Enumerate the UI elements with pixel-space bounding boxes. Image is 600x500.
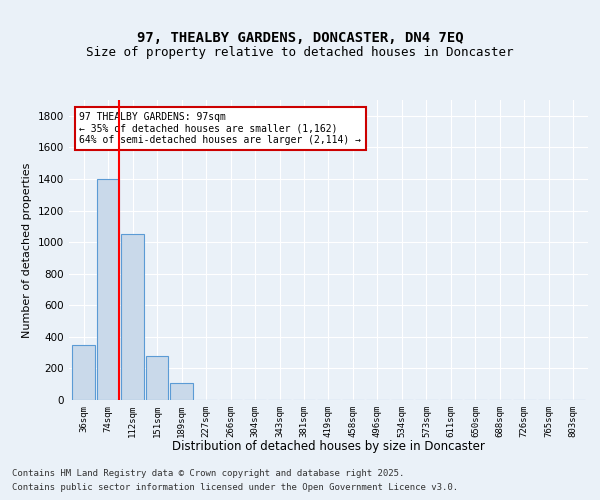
Text: 97, THEALBY GARDENS, DONCASTER, DN4 7EQ: 97, THEALBY GARDENS, DONCASTER, DN4 7EQ (137, 30, 463, 44)
Text: Contains public sector information licensed under the Open Government Licence v3: Contains public sector information licen… (12, 484, 458, 492)
X-axis label: Distribution of detached houses by size in Doncaster: Distribution of detached houses by size … (172, 440, 485, 453)
Text: 97 THEALBY GARDENS: 97sqm
← 35% of detached houses are smaller (1,162)
64% of se: 97 THEALBY GARDENS: 97sqm ← 35% of detac… (79, 112, 361, 145)
Text: Contains HM Land Registry data © Crown copyright and database right 2025.: Contains HM Land Registry data © Crown c… (12, 468, 404, 477)
Text: Size of property relative to detached houses in Doncaster: Size of property relative to detached ho… (86, 46, 514, 59)
Bar (73, 344, 95, 400)
Bar (170, 382, 193, 400)
Bar (146, 356, 169, 400)
Y-axis label: Number of detached properties: Number of detached properties (22, 162, 32, 338)
Bar (97, 179, 119, 400)
Bar (121, 234, 144, 400)
